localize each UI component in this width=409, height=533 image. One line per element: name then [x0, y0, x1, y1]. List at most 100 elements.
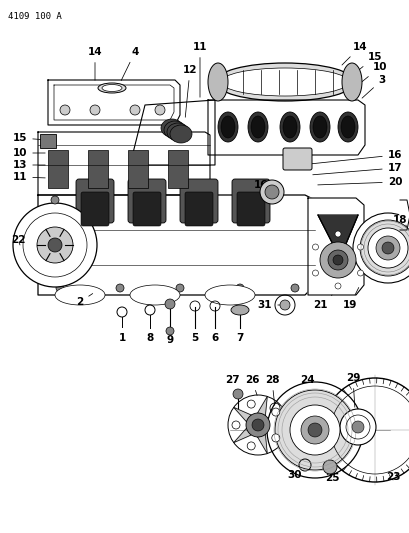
- Text: 1: 1: [118, 333, 125, 343]
- Polygon shape: [257, 434, 267, 454]
- Polygon shape: [317, 215, 357, 258]
- Ellipse shape: [204, 285, 254, 305]
- Polygon shape: [207, 100, 364, 155]
- Circle shape: [264, 185, 278, 199]
- Circle shape: [175, 284, 184, 292]
- Circle shape: [51, 196, 59, 204]
- Text: 17: 17: [312, 163, 401, 175]
- Circle shape: [90, 105, 100, 115]
- Circle shape: [232, 389, 243, 399]
- Circle shape: [231, 421, 239, 429]
- Text: 8: 8: [146, 333, 153, 343]
- Polygon shape: [257, 397, 267, 416]
- Circle shape: [312, 244, 318, 250]
- Ellipse shape: [55, 285, 105, 305]
- Ellipse shape: [337, 112, 357, 142]
- FancyBboxPatch shape: [133, 192, 161, 226]
- Polygon shape: [307, 198, 363, 295]
- Ellipse shape: [247, 112, 267, 142]
- Text: 19A: 19A: [396, 225, 409, 243]
- Text: 29: 29: [345, 373, 360, 407]
- Circle shape: [289, 405, 339, 455]
- Circle shape: [351, 421, 363, 433]
- FancyBboxPatch shape: [282, 148, 311, 170]
- Circle shape: [166, 327, 173, 335]
- Bar: [48, 150, 68, 188]
- Polygon shape: [38, 132, 209, 195]
- Text: 24: 24: [299, 375, 314, 385]
- Polygon shape: [48, 80, 180, 125]
- Text: 31: 31: [257, 300, 281, 310]
- Ellipse shape: [312, 116, 326, 138]
- Text: 11: 11: [13, 172, 45, 182]
- Text: 16: 16: [302, 150, 401, 165]
- Bar: [128, 150, 148, 188]
- Circle shape: [322, 460, 336, 474]
- FancyBboxPatch shape: [76, 179, 114, 223]
- Circle shape: [339, 409, 375, 445]
- Circle shape: [259, 180, 283, 204]
- FancyBboxPatch shape: [81, 192, 109, 226]
- Circle shape: [359, 220, 409, 276]
- Circle shape: [56, 284, 64, 292]
- Circle shape: [37, 227, 73, 263]
- Circle shape: [327, 250, 347, 270]
- Text: 16A: 16A: [253, 180, 276, 195]
- Text: 10: 10: [13, 148, 45, 158]
- Circle shape: [352, 213, 409, 283]
- Circle shape: [164, 299, 175, 309]
- Ellipse shape: [102, 85, 122, 92]
- Text: 27: 27: [224, 375, 239, 395]
- Circle shape: [375, 236, 399, 260]
- Text: 20: 20: [317, 177, 401, 187]
- Circle shape: [334, 283, 340, 289]
- Circle shape: [236, 284, 243, 292]
- Circle shape: [279, 300, 289, 310]
- Text: 9: 9: [166, 335, 173, 345]
- Circle shape: [247, 442, 254, 450]
- Text: 22: 22: [11, 235, 25, 245]
- FancyBboxPatch shape: [236, 192, 264, 226]
- Ellipse shape: [340, 116, 354, 138]
- FancyBboxPatch shape: [231, 179, 270, 223]
- Text: 5: 5: [191, 333, 198, 343]
- Text: 19: 19: [342, 287, 358, 310]
- Circle shape: [60, 105, 70, 115]
- Ellipse shape: [341, 63, 361, 101]
- FancyBboxPatch shape: [128, 179, 166, 223]
- Circle shape: [247, 400, 254, 408]
- Text: 13: 13: [13, 160, 45, 170]
- Circle shape: [274, 390, 354, 470]
- Ellipse shape: [161, 119, 182, 137]
- Circle shape: [13, 203, 97, 287]
- Text: 30: 30: [287, 465, 304, 480]
- Ellipse shape: [130, 285, 180, 305]
- Ellipse shape: [309, 112, 329, 142]
- Text: 4: 4: [121, 47, 138, 80]
- Circle shape: [155, 105, 164, 115]
- Ellipse shape: [164, 121, 186, 139]
- Bar: [40, 134, 56, 148]
- Circle shape: [146, 196, 154, 204]
- Text: 6: 6: [211, 333, 218, 343]
- Text: 3: 3: [361, 75, 385, 98]
- Circle shape: [319, 242, 355, 278]
- Circle shape: [312, 270, 318, 276]
- Text: 7: 7: [236, 333, 243, 343]
- Bar: [88, 150, 108, 188]
- Text: 26: 26: [244, 375, 258, 395]
- Circle shape: [271, 408, 279, 416]
- Text: 14: 14: [88, 47, 102, 80]
- Polygon shape: [38, 195, 314, 295]
- Circle shape: [191, 196, 198, 204]
- Circle shape: [290, 284, 298, 292]
- Ellipse shape: [166, 123, 189, 141]
- Text: 10: 10: [359, 62, 387, 83]
- Ellipse shape: [230, 305, 248, 315]
- Circle shape: [266, 382, 362, 478]
- Circle shape: [271, 434, 279, 442]
- Bar: [168, 150, 188, 188]
- Circle shape: [252, 419, 263, 431]
- Ellipse shape: [220, 68, 348, 96]
- Circle shape: [367, 228, 407, 268]
